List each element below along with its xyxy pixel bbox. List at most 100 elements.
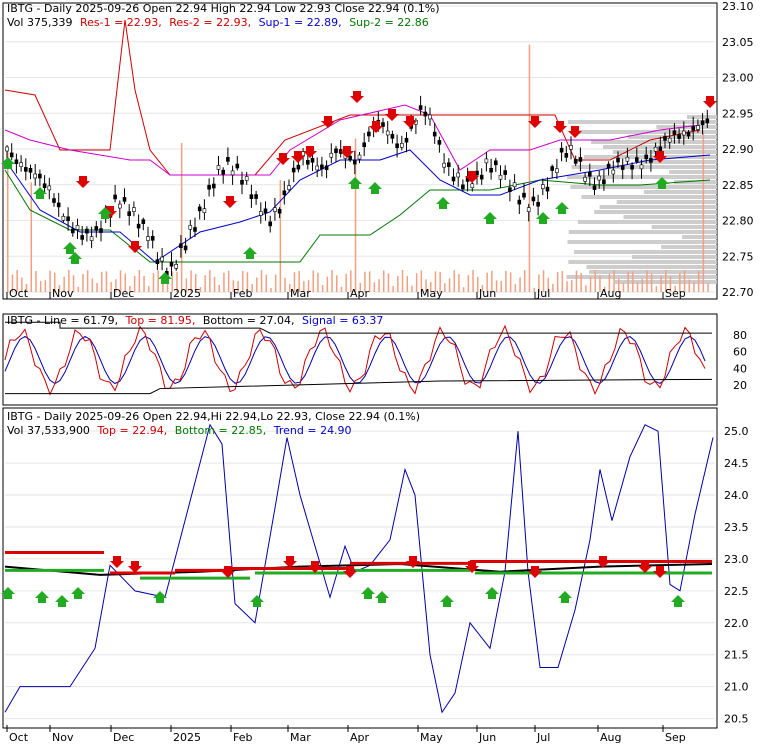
- volume-bar: [603, 286, 606, 292]
- volume-profile-bar: [612, 150, 717, 154]
- price-bar-body: [47, 185, 52, 191]
- price-bar-body: [66, 216, 70, 222]
- volume-bar: [58, 285, 61, 292]
- volume-bar: [453, 270, 455, 292]
- price-bar-body: [235, 163, 240, 169]
- volume-bar: [383, 270, 385, 292]
- price-bar-body: [324, 165, 329, 171]
- price-bar-body: [442, 162, 446, 168]
- price-bar-body: [155, 259, 160, 264]
- price-bar-body: [470, 183, 475, 189]
- sell-arrow: [223, 196, 237, 208]
- trend-x-tick-label: Feb: [233, 731, 252, 744]
- price-sup2: Sup-2 = 22.86: [349, 16, 429, 29]
- sell-arrow: [465, 171, 479, 183]
- trend-y-tick-label: 20.5: [724, 713, 749, 726]
- volume-bar: [35, 271, 37, 292]
- volume-bar: [406, 276, 408, 292]
- trend-x-tick-label: Mar: [290, 731, 311, 744]
- price-bar-body: [639, 164, 644, 170]
- price-bar-body: [681, 130, 686, 136]
- buy-arrow: [63, 242, 77, 254]
- volume-bar: [152, 273, 155, 292]
- volume-bar: [227, 270, 230, 292]
- volume-bar: [298, 271, 300, 292]
- price-y-tick-label: 22.85: [722, 179, 754, 192]
- volume-profile-bar: [632, 255, 717, 259]
- price-bar-body: [118, 203, 122, 209]
- stochastic-bottom-line: [5, 378, 713, 395]
- price-bar-body: [291, 167, 296, 173]
- price-header-title: IBTG - Daily 2025-09-26 Open 22.94 High …: [7, 2, 440, 15]
- trend-y-tick-label: 21.5: [724, 649, 749, 662]
- price-bar-body: [179, 243, 183, 248]
- price-bar-body: [61, 215, 66, 221]
- volume-bar: [378, 279, 380, 292]
- volume-profile-bar: [599, 205, 717, 209]
- trend-trend: Trend = 24.90: [273, 424, 352, 437]
- volume-bar: [223, 272, 225, 292]
- trend-buy-arrow: [250, 595, 264, 607]
- volume-bar: [162, 279, 164, 292]
- volume-bar: [397, 275, 399, 292]
- price-bar-body: [564, 153, 569, 158]
- volume-bar: [232, 280, 235, 292]
- trend-x-tick-label: May: [420, 731, 443, 744]
- price-bar-body: [696, 125, 700, 130]
- sell-arrow: [340, 146, 354, 158]
- buy-arrow: [98, 207, 112, 219]
- trend-sell-arrow: [406, 556, 420, 568]
- volume-profile-bar: [586, 265, 717, 269]
- buy-arrow: [243, 247, 257, 259]
- price-bars: [5, 95, 710, 280]
- price-y-tick-label: 23.10: [722, 0, 754, 13]
- volume-bar: [608, 273, 611, 292]
- price-bar-body: [310, 157, 315, 163]
- price-bar-body: [240, 179, 244, 185]
- trend-buy-arrow: [361, 587, 375, 599]
- volume-bar: [129, 286, 131, 292]
- price-bar-body: [282, 190, 287, 196]
- volume-bar: [77, 286, 79, 292]
- sell-arrow: [128, 241, 142, 253]
- trend-x-tick-label: Aug: [600, 731, 621, 744]
- price-bar-body: [334, 148, 338, 154]
- volume-bar: [354, 138, 357, 292]
- volume-bar: [533, 287, 535, 292]
- volume-bar: [345, 273, 347, 292]
- support-1-line: [4, 149, 711, 263]
- trend-sell-arrow: [638, 561, 652, 573]
- volume-bar: [350, 270, 352, 292]
- price-x-tick-label: Feb: [233, 287, 252, 300]
- volume-profile-bar: [627, 135, 717, 139]
- trend-line: [4, 423, 714, 714]
- price-bar-body: [456, 172, 461, 178]
- volume-bar: [472, 270, 474, 292]
- price-bar-body: [634, 157, 639, 162]
- price-bar-body: [620, 165, 625, 170]
- trend-buy-arrow: [440, 595, 454, 607]
- volume-bar: [91, 278, 94, 292]
- volume-bar: [237, 281, 239, 292]
- volume-bar: [190, 270, 192, 292]
- price-bar-body: [705, 118, 710, 124]
- price-bar-body: [301, 151, 305, 157]
- price-bar-body: [498, 174, 503, 180]
- trend-buy-arrow: [55, 595, 69, 607]
- price-bar-body: [296, 164, 301, 170]
- price-bar-body: [663, 136, 667, 141]
- volume-bar: [7, 148, 9, 292]
- price-bar-body: [536, 201, 540, 207]
- volume-bar: [30, 182, 32, 292]
- price-bar-body: [479, 174, 484, 180]
- price-bar-body: [691, 126, 696, 131]
- price-bar-body: [197, 206, 202, 212]
- price-bar-body: [418, 105, 423, 110]
- sell-arrow: [528, 116, 542, 128]
- volume-profile-bar: [669, 170, 717, 174]
- price-bar-body: [362, 142, 367, 148]
- volume-bar: [119, 270, 122, 292]
- volume-bar: [364, 271, 366, 292]
- price-bar-body: [611, 169, 616, 175]
- volume-profile-bar: [567, 175, 717, 179]
